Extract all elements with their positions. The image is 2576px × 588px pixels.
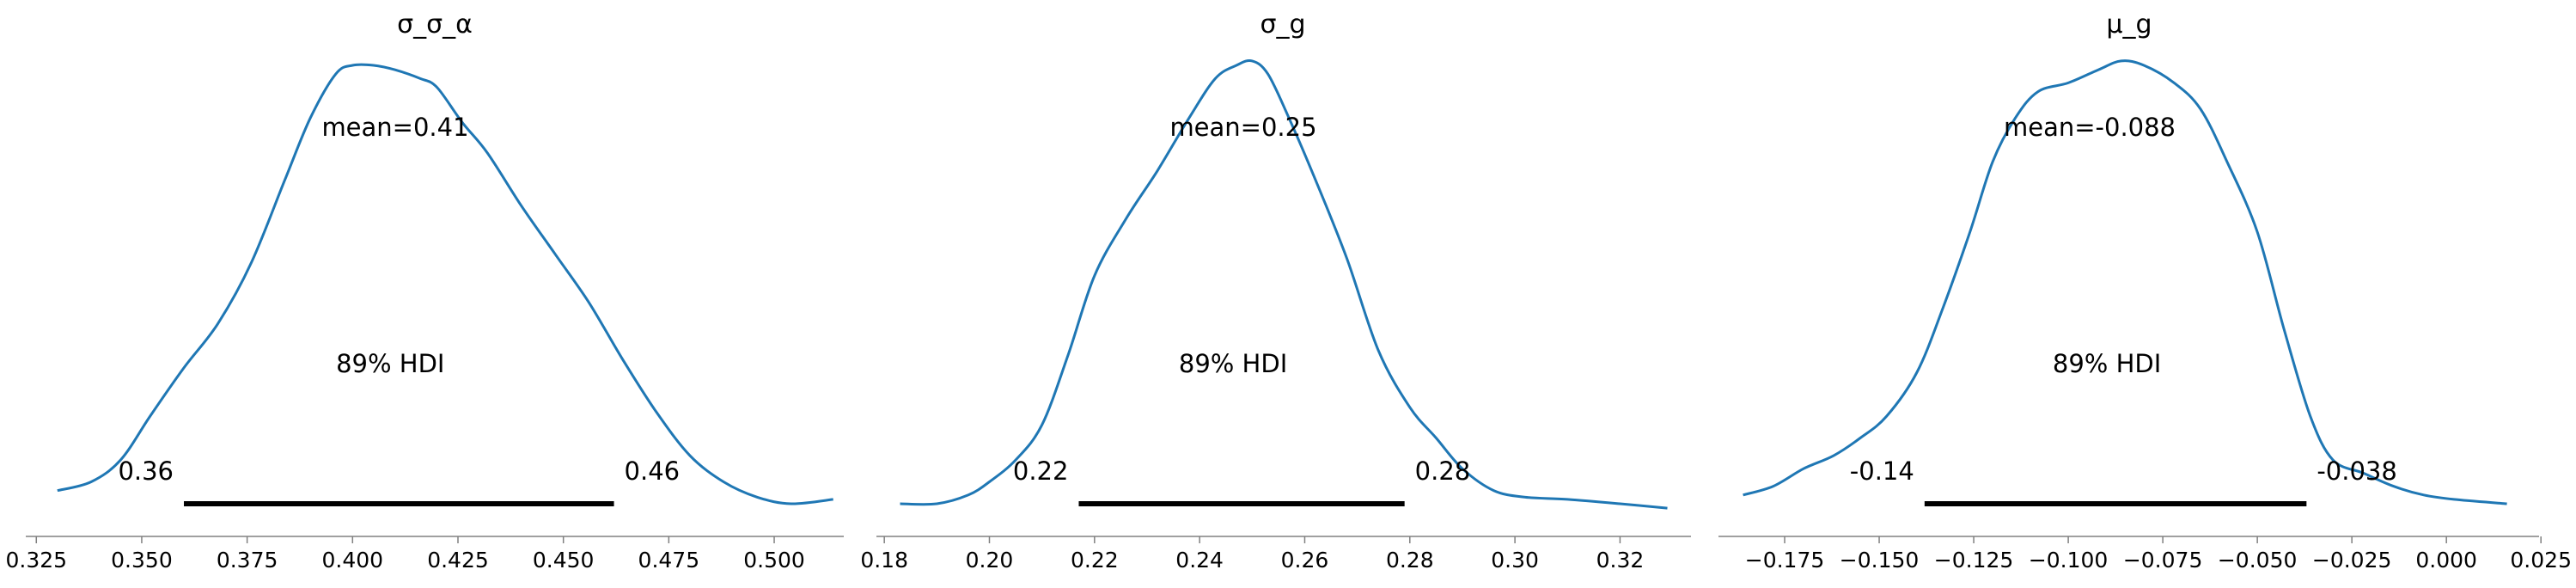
hdi-high-label: -0.038 (2317, 456, 2397, 486)
x-tick-label: 0.28 (1386, 548, 1434, 573)
x-tick-label: 0.500 (743, 548, 805, 573)
hdi-low-label: -0.14 (1850, 456, 1914, 486)
x-tick-label: 0.18 (860, 548, 908, 573)
x-tick-label: 0.000 (2415, 548, 2477, 573)
panel-title: μ_g (2106, 9, 2152, 40)
density-curve (57, 63, 833, 505)
x-tick-label: −0.025 (2312, 548, 2392, 573)
panel-2: σ_g 0.18 0.20 0.22 0.24 0.26 0.28 0.30 0.32 0.22 0… (860, 9, 1691, 573)
panel-1: σ_σ_α 0.325 0.350 0.375 0.400 0.425 0.450 0.475… (5, 9, 844, 573)
x-tick-label: 0.400 (322, 548, 384, 573)
x-tick-label: 0.24 (1175, 548, 1224, 573)
panel-title: σ_σ_α (397, 9, 473, 40)
mean-label: mean=0.25 (1169, 113, 1316, 142)
x-tick-label: −0.075 (2123, 548, 2203, 573)
x-tick-label: 0.22 (1071, 548, 1119, 573)
x-tick-label: 0.350 (111, 548, 173, 573)
x-tick-label: −0.175 (1745, 548, 1825, 573)
panel-title: σ_g (1260, 9, 1305, 40)
x-tick-label: 0.475 (638, 548, 700, 573)
density-curve (1743, 59, 2507, 505)
x-tick-label: −0.050 (2218, 548, 2298, 573)
x-tick-label: 0.025 (2510, 548, 2572, 573)
mean-label: mean=-0.088 (2004, 113, 2176, 142)
x-tick-label: 0.450 (533, 548, 595, 573)
x-tick-label: −0.100 (2029, 548, 2109, 573)
hdi-label: 89% HDI (1179, 349, 1287, 378)
hdi-low-label: 0.36 (118, 456, 174, 486)
x-tick-label: 0.32 (1596, 548, 1645, 573)
x-tick-label: 0.375 (217, 548, 278, 573)
x-tick-label: 0.425 (427, 548, 489, 573)
x-tick-label: 0.20 (966, 548, 1014, 573)
x-tick-label: 0.325 (5, 548, 67, 573)
x-tick-label: 0.30 (1491, 548, 1539, 573)
density-curve (900, 58, 1668, 510)
hdi-label: 89% HDI (2053, 349, 2161, 378)
x-tick-label: 0.26 (1281, 548, 1329, 573)
mean-label: mean=0.41 (321, 113, 468, 142)
x-tick-label: −0.150 (1840, 548, 1920, 573)
x-tick-label: −0.125 (1934, 548, 2014, 573)
hdi-high-label: 0.28 (1415, 456, 1471, 486)
hdi-high-label: 0.46 (625, 456, 681, 486)
hdi-low-label: 0.22 (1013, 456, 1069, 486)
panel-3: μ_g −0.175 −0.150 −0.125 −0.100 −0.075 −0.050−… (1718, 9, 2572, 573)
hdi-label: 89% HDI (336, 349, 444, 378)
